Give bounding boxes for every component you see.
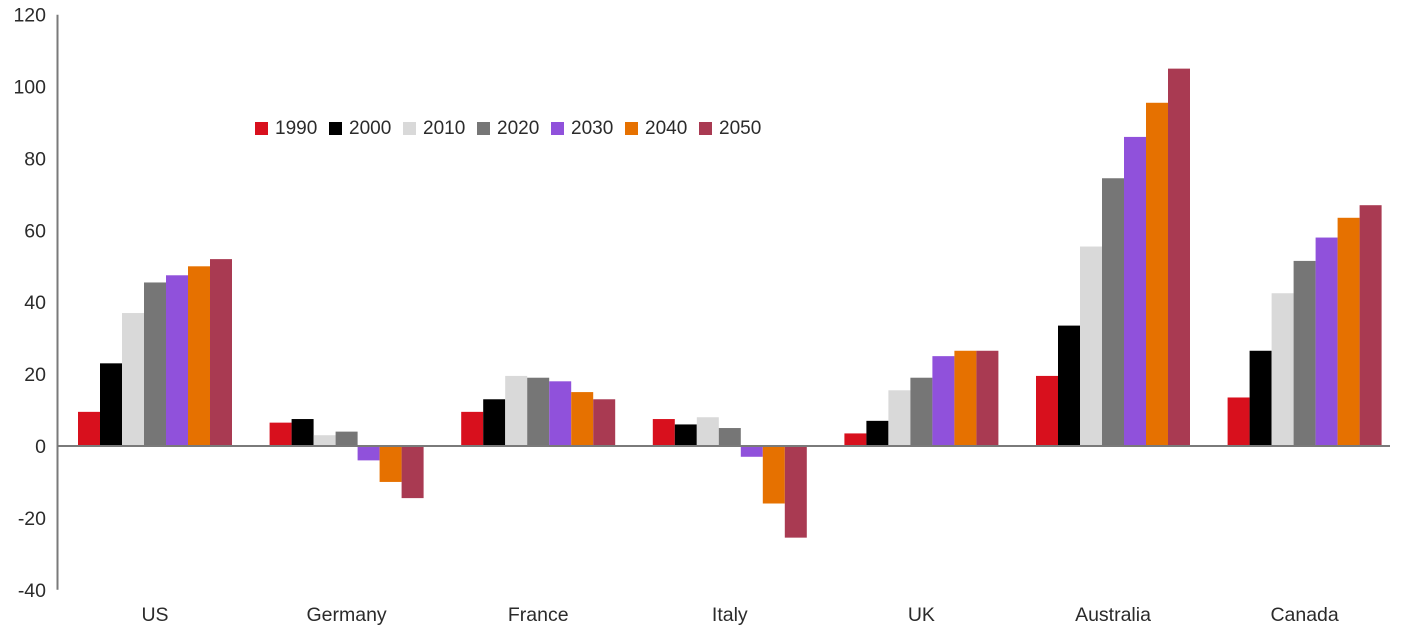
bar-2000-Canada	[1249, 350, 1272, 446]
bar-2040-Italy	[762, 446, 785, 504]
bar-2040-France	[571, 392, 594, 446]
bar-1990-Germany	[269, 422, 292, 446]
bar-2000-France	[483, 399, 506, 446]
legend-swatch-1990	[255, 122, 268, 135]
y-axis-tick-label: -20	[18, 508, 46, 530]
y-axis-tick-label: 100	[13, 77, 46, 99]
bar-2050-France	[593, 399, 616, 446]
legend-label-2020: 2020	[497, 118, 539, 139]
bar-2020-France	[527, 377, 550, 446]
bar-2030-Australia	[1124, 136, 1146, 446]
x-axis-category-label: Australia	[1075, 604, 1151, 626]
bar-2020-UK	[910, 377, 933, 446]
y-axis-tick-label: 40	[24, 292, 46, 314]
bar-2010-Germany	[313, 435, 336, 446]
bar-2040-UK	[954, 350, 977, 446]
legend-label-2030: 2030	[571, 118, 613, 139]
legend-label-1990: 1990	[275, 118, 317, 139]
bar-2040-Australia	[1146, 102, 1168, 446]
bar-2040-US	[188, 266, 210, 446]
legend-swatch-2000	[329, 122, 342, 135]
legend-swatch-2020	[477, 122, 490, 135]
bar-2030-Italy	[740, 446, 763, 457]
bar-2050-US	[210, 259, 232, 446]
bar-2050-Germany	[401, 446, 424, 499]
legend-label-2000: 2000	[349, 118, 391, 139]
bar-2020-US	[144, 282, 166, 446]
legend-swatch-2040	[625, 122, 638, 135]
bar-2020-Germany	[335, 431, 358, 446]
bar-2020-Australia	[1102, 178, 1124, 446]
bar-2040-Germany	[379, 446, 402, 482]
bar-2000-UK	[866, 420, 889, 446]
bar-1990-Canada	[1227, 397, 1250, 446]
y-axis-tick-label: 20	[24, 364, 46, 386]
y-axis-tick-label: 60	[24, 220, 46, 242]
bar-1990-US	[78, 411, 100, 446]
x-axis-category-label: Italy	[712, 604, 748, 626]
bar-1990-Australia	[1036, 375, 1058, 446]
legend-swatch-2050	[699, 122, 712, 135]
bar-2010-US	[122, 313, 144, 446]
bar-2030-Canada	[1315, 237, 1338, 446]
bar-2000-US	[100, 363, 122, 446]
bar-1990-Italy	[652, 419, 675, 446]
legend-label-2010: 2010	[423, 118, 465, 139]
y-axis-tick-label: 80	[24, 148, 46, 170]
bar-2010-France	[505, 375, 528, 446]
legend-swatch-2010	[403, 122, 416, 135]
legend-swatch-2030	[551, 122, 564, 135]
bar-2020-Italy	[718, 428, 741, 446]
bar-2030-US	[166, 275, 188, 446]
y-axis-tick-label: 120	[13, 5, 46, 27]
bar-2010-UK	[888, 390, 911, 446]
y-axis-tick-label: -40	[18, 580, 46, 602]
bar-1990-UK	[844, 433, 867, 446]
x-axis-category-label: Germany	[306, 604, 386, 626]
bar-2010-Australia	[1080, 246, 1102, 446]
x-axis-category-label: UK	[908, 604, 935, 626]
bar-2050-UK	[976, 350, 999, 446]
x-axis-category-label: Canada	[1270, 604, 1338, 626]
bar-2030-Germany	[357, 446, 380, 461]
bar-2010-Canada	[1271, 293, 1294, 446]
y-axis-tick-label: 0	[35, 436, 46, 458]
legend-label-2050: 2050	[719, 118, 761, 139]
bar-1990-France	[461, 411, 484, 446]
bar-2050-Italy	[784, 446, 807, 538]
bar-2050-Australia	[1168, 68, 1190, 446]
bar-2000-Germany	[291, 419, 314, 446]
bar-2000-Italy	[674, 424, 697, 446]
bar-2030-UK	[932, 356, 955, 446]
bar-2040-Canada	[1337, 217, 1360, 446]
legend-label-2040: 2040	[645, 118, 687, 139]
bar-2000-Australia	[1058, 325, 1080, 446]
x-axis-category-label: US	[141, 604, 168, 626]
bar-2020-Canada	[1293, 260, 1316, 446]
x-axis-category-label: France	[508, 604, 569, 626]
bar-2050-Canada	[1359, 205, 1382, 446]
bar-2010-Italy	[696, 417, 719, 446]
bar-2030-France	[549, 381, 572, 446]
